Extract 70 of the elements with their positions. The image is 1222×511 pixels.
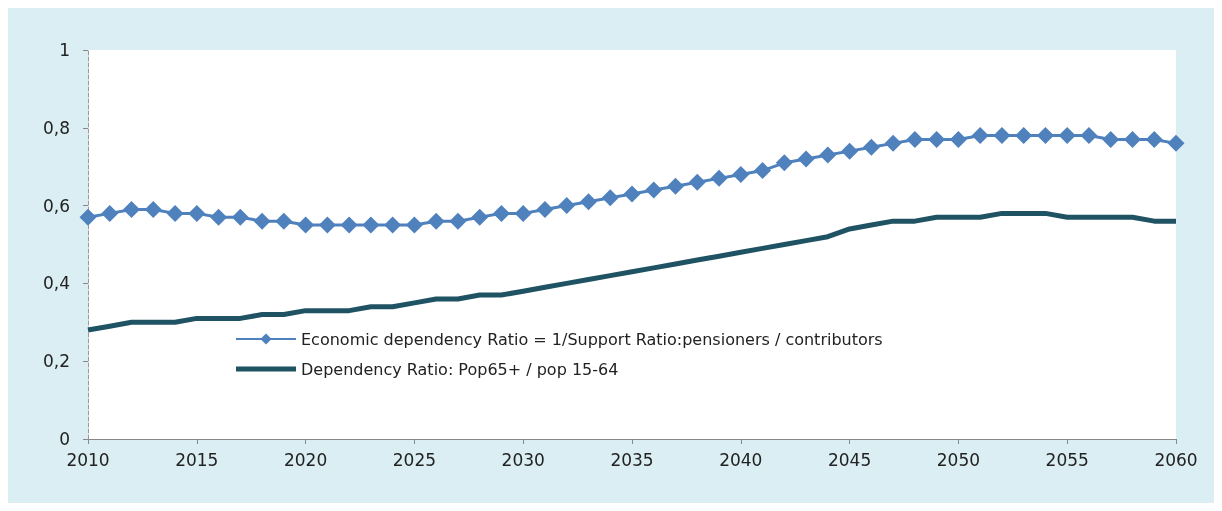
- point: [340, 216, 358, 234]
- point: [166, 204, 184, 222]
- legend-label: Dependency Ratio: Pop65+ / pop 15-64: [301, 359, 619, 379]
- x-tick-label: 2060: [1154, 449, 1198, 470]
- point: [536, 200, 554, 218]
- point: [1058, 127, 1076, 145]
- point: [1102, 130, 1120, 148]
- point: [318, 216, 336, 234]
- point: [471, 208, 489, 226]
- legend-label: Economic dependency Ratio = 1/Support Ratio:pensioners / contributors: [301, 329, 883, 349]
- point: [971, 127, 989, 145]
- point: [710, 169, 728, 187]
- point: [362, 216, 380, 234]
- y-tick-label: 1: [59, 40, 70, 60]
- point: [1145, 130, 1163, 148]
- point: [667, 177, 685, 195]
- point: [1036, 127, 1054, 145]
- y-tick-label: 0: [59, 429, 70, 449]
- point: [993, 127, 1011, 145]
- point: [449, 212, 467, 230]
- x-tick-label: 2020: [283, 449, 328, 470]
- x-tick-label: 2010: [66, 449, 110, 470]
- point: [144, 200, 162, 218]
- y-tick-label: 0,2: [42, 351, 70, 372]
- y-tick-label: 0,4: [42, 273, 70, 294]
- x-tick-label: 2035: [610, 449, 654, 470]
- point: [884, 134, 902, 152]
- point: [928, 130, 946, 148]
- x-tick-label: 2050: [936, 449, 981, 470]
- point: [623, 185, 641, 203]
- point: [601, 189, 619, 207]
- point: [384, 216, 402, 234]
- point: [101, 204, 119, 222]
- point: [231, 208, 249, 226]
- point: [514, 204, 532, 222]
- x-tick-label: 2015: [175, 449, 219, 470]
- point: [819, 146, 837, 164]
- point: [949, 130, 967, 148]
- point: [275, 212, 293, 230]
- x-tick-label: 2045: [827, 449, 872, 470]
- x-tick-label: 2030: [501, 449, 545, 470]
- point: [754, 162, 772, 180]
- point: [1080, 127, 1098, 145]
- point: [297, 216, 315, 234]
- point: [427, 212, 445, 230]
- point: [862, 138, 880, 156]
- point: [1015, 127, 1033, 145]
- point: [797, 150, 815, 168]
- x-tick-label: 2040: [719, 449, 763, 470]
- point: [188, 204, 206, 222]
- point: [841, 142, 859, 160]
- point: [253, 212, 271, 230]
- point: [1167, 134, 1185, 152]
- point: [79, 208, 97, 226]
- point: [579, 193, 597, 211]
- point: [732, 165, 750, 183]
- point: [1123, 130, 1141, 148]
- point: [645, 181, 663, 199]
- x-tick-label: 2025: [392, 449, 437, 470]
- point: [210, 208, 228, 226]
- point: [906, 130, 924, 148]
- point: [688, 173, 706, 191]
- x-tick-label: 2055: [1045, 449, 1089, 470]
- y-tick-label: 0,8: [42, 117, 70, 138]
- point: [775, 154, 793, 172]
- point: [558, 197, 576, 215]
- point: [405, 216, 423, 234]
- point: [492, 204, 510, 222]
- point: [123, 200, 141, 218]
- y-tick-label: 0,6: [42, 195, 70, 216]
